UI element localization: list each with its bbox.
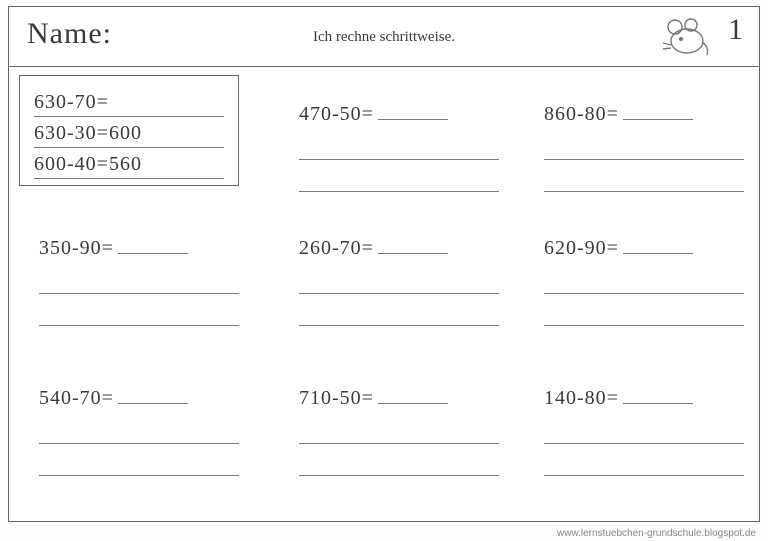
- equation: 540-70=: [39, 387, 259, 410]
- problem-r3c2: 710-50=: [299, 387, 519, 476]
- problem-r3c3: 140-80=: [544, 387, 764, 476]
- problem-r2c2: 260-70=: [299, 237, 519, 326]
- problem-r1c2: 470-50=: [299, 103, 519, 192]
- work-line: [544, 268, 744, 294]
- work-line: [299, 418, 499, 444]
- work-line: [39, 418, 239, 444]
- subtitle: Ich rechne schrittweise.: [313, 29, 455, 46]
- page-number: 1: [728, 13, 743, 47]
- answer-blank: [623, 253, 693, 254]
- problem-r2c3: 620-90=: [544, 237, 764, 326]
- answer-blank: [378, 119, 448, 120]
- mouse-icon: [661, 15, 711, 59]
- answer-blank: [623, 403, 693, 404]
- answer-blank: [378, 253, 448, 254]
- problems-area: 470-50= 860-80= 350-90= 260-70= 620-90= …: [9, 67, 759, 523]
- work-line: [39, 268, 239, 294]
- equation: 860-80=: [544, 103, 764, 126]
- equation: 260-70=: [299, 237, 519, 260]
- equation: 710-50=: [299, 387, 519, 410]
- work-line: [544, 300, 744, 326]
- equation-text: 470-50=: [299, 103, 374, 125]
- equation: 470-50=: [299, 103, 519, 126]
- equation: 140-80=: [544, 387, 764, 410]
- work-line: [299, 166, 499, 192]
- equation: 350-90=: [39, 237, 259, 260]
- equation-text: 350-90=: [39, 237, 114, 259]
- work-line: [39, 300, 239, 326]
- work-line: [39, 450, 239, 476]
- work-line: [544, 418, 744, 444]
- answer-blank: [378, 403, 448, 404]
- equation-text: 620-90=: [544, 237, 619, 259]
- work-line: [299, 134, 499, 160]
- answer-blank: [118, 253, 188, 254]
- name-label: Name:: [27, 17, 112, 51]
- work-line: [299, 268, 499, 294]
- problem-r3c1: 540-70=: [39, 387, 259, 476]
- work-line: [299, 450, 499, 476]
- answer-blank: [623, 119, 693, 120]
- answer-blank: [118, 403, 188, 404]
- work-line: [544, 166, 744, 192]
- work-line: [299, 300, 499, 326]
- problem-r1c3: 860-80=: [544, 103, 764, 192]
- equation-text: 260-70=: [299, 237, 374, 259]
- equation-text: 540-70=: [39, 387, 114, 409]
- footer-credit: www.lernstuebchen-grundschule.blogspot.d…: [557, 528, 756, 539]
- equation: 620-90=: [544, 237, 764, 260]
- work-line: [544, 134, 744, 160]
- equation-text: 710-50=: [299, 387, 374, 409]
- work-line: [544, 450, 744, 476]
- equation-text: 860-80=: [544, 103, 619, 125]
- problem-r2c1: 350-90=: [39, 237, 259, 326]
- equation-text: 140-80=: [544, 387, 619, 409]
- worksheet-sheet: Name: Ich rechne schrittweise. 1 630-70=…: [8, 6, 760, 522]
- header: Name: Ich rechne schrittweise. 1: [9, 7, 759, 67]
